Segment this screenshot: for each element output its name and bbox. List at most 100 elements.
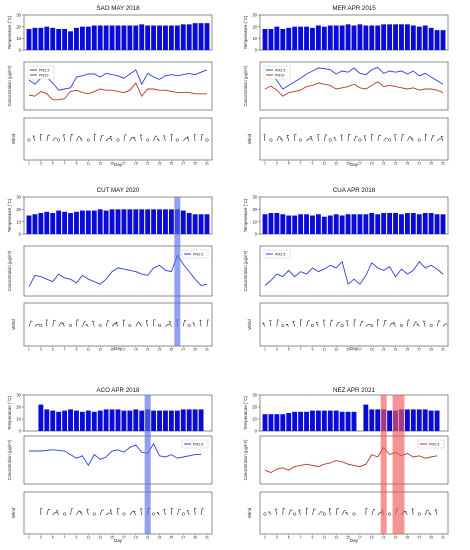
wind-barb-flag bbox=[278, 136, 281, 138]
day-tick-label: 11 bbox=[323, 536, 327, 540]
temperature-bar bbox=[151, 25, 157, 50]
legend-box bbox=[181, 439, 209, 449]
wind-barb-flag bbox=[167, 323, 170, 326]
series-line-pm25 bbox=[264, 66, 444, 90]
wind-barb-flag bbox=[427, 509, 430, 511]
wind-barb bbox=[145, 320, 148, 327]
wind-calm-marker bbox=[281, 323, 285, 328]
temperature-bar bbox=[298, 26, 304, 50]
temperature-ytick-label: 30 bbox=[252, 195, 257, 200]
wind-barb bbox=[383, 320, 386, 327]
wind-barb bbox=[199, 319, 202, 327]
legend-box bbox=[263, 249, 291, 259]
temperature-bar bbox=[375, 214, 381, 234]
temperature-bar bbox=[304, 214, 309, 234]
panel-title: NEZ APR 2021 bbox=[333, 387, 376, 394]
temperature-ytick-label: 30 bbox=[16, 195, 21, 200]
temperature-bar bbox=[192, 23, 198, 50]
wind-barb bbox=[61, 322, 65, 327]
day-tick-label: 31 bbox=[205, 162, 209, 166]
wind-barb-flag bbox=[331, 319, 334, 321]
temperature-ytick-label: 10 bbox=[252, 36, 257, 41]
wind-calm-marker bbox=[92, 512, 96, 516]
temperature-bar bbox=[44, 409, 50, 431]
wind-barb bbox=[335, 508, 338, 516]
temperature-bar bbox=[115, 209, 121, 234]
wind-barb bbox=[298, 509, 301, 516]
wind-calm-marker bbox=[299, 138, 303, 142]
temperature-bar bbox=[428, 213, 434, 234]
day-tick-label: 15 bbox=[110, 536, 114, 540]
legend-label: PM2.5 bbox=[39, 69, 49, 73]
wind-frame bbox=[259, 117, 449, 161]
day-tick-label: 19 bbox=[134, 162, 138, 166]
temperature-ytick-label: 20 bbox=[252, 405, 257, 410]
day-tick-label: 25 bbox=[170, 536, 174, 540]
wind-calm-marker bbox=[39, 323, 43, 328]
day-tick-label: 11 bbox=[323, 162, 327, 166]
wind-barb bbox=[292, 320, 295, 327]
wind-barb-flag bbox=[169, 321, 172, 323]
wind-barb-flag bbox=[140, 134, 143, 136]
wind-barb-flag bbox=[340, 134, 343, 136]
day-tick-label: 31 bbox=[205, 348, 209, 352]
wind-barb bbox=[411, 508, 414, 516]
temperature-bar bbox=[174, 410, 180, 431]
wind-barb-flag bbox=[55, 511, 58, 514]
wind-barb bbox=[140, 134, 143, 142]
wind-barb-flag bbox=[139, 323, 142, 325]
temperature-bar bbox=[127, 410, 133, 431]
temperature-bar bbox=[103, 210, 109, 234]
temperature-ytick-label: 0 bbox=[19, 232, 22, 237]
highlight-band bbox=[144, 395, 151, 534]
temperature-bar bbox=[286, 27, 292, 50]
wind-barb-flag bbox=[379, 134, 382, 136]
legend-label: PM10 bbox=[39, 74, 48, 78]
wind-barb-flag bbox=[287, 134, 290, 136]
wind-barb-flag bbox=[46, 319, 49, 321]
wind-barb-flag bbox=[124, 134, 127, 136]
day-tick-label: 31 bbox=[441, 162, 445, 166]
day-tick-label: 21 bbox=[382, 348, 386, 352]
day-tick-label: 19 bbox=[370, 348, 374, 352]
wind-calm-marker bbox=[175, 138, 179, 142]
wind-barb-flag bbox=[140, 508, 143, 510]
day-tick-label: 19 bbox=[370, 162, 374, 166]
wind-barb-flag bbox=[310, 135, 313, 138]
concentration-ylabel: Concentration (µg/m³) bbox=[7, 65, 12, 106]
temperature-ytick-label: 10 bbox=[16, 219, 21, 224]
wind-barb-flag bbox=[78, 510, 81, 512]
wind-barb bbox=[345, 512, 349, 516]
temperature-bar bbox=[26, 29, 32, 50]
day-tick-label: 5 bbox=[52, 536, 54, 540]
wind-barb-flag bbox=[186, 136, 189, 138]
temperature-ytick-label: 30 bbox=[16, 13, 21, 18]
temperature-bar bbox=[422, 25, 428, 50]
day-tick-label: 29 bbox=[429, 162, 433, 166]
day-tick-label: 5 bbox=[52, 348, 54, 352]
temperature-bar bbox=[133, 209, 139, 234]
day-tick-label: 3 bbox=[276, 162, 278, 166]
wind-barb bbox=[76, 510, 79, 516]
day-tick-label: 11 bbox=[87, 536, 91, 540]
series-line-pm25 bbox=[28, 69, 208, 91]
wind-calm-marker bbox=[417, 138, 421, 142]
temperature-bar bbox=[428, 27, 434, 50]
wind-barb bbox=[206, 319, 208, 327]
wind-barb-flag bbox=[435, 509, 438, 511]
temperature-bar bbox=[198, 23, 204, 50]
wind-barb bbox=[82, 321, 85, 327]
wind-barb-flag bbox=[163, 508, 166, 511]
wind-barb bbox=[436, 138, 440, 142]
panel-cua-apr-2018: CUA APR 2018 0 10 20 30 Temperature (°C) Conce… bbox=[243, 187, 449, 352]
wind-barb bbox=[99, 509, 103, 516]
temperature-bar bbox=[387, 24, 393, 50]
wind-barb bbox=[306, 320, 309, 327]
wind-barb bbox=[200, 134, 203, 142]
day-tick-label: 9 bbox=[76, 536, 78, 540]
wind-barb bbox=[377, 134, 380, 142]
temperature-bar bbox=[56, 210, 62, 234]
day-tick-label: 1 bbox=[264, 162, 266, 166]
temperature-bar bbox=[121, 209, 127, 234]
wind-barb-flag bbox=[171, 507, 174, 509]
